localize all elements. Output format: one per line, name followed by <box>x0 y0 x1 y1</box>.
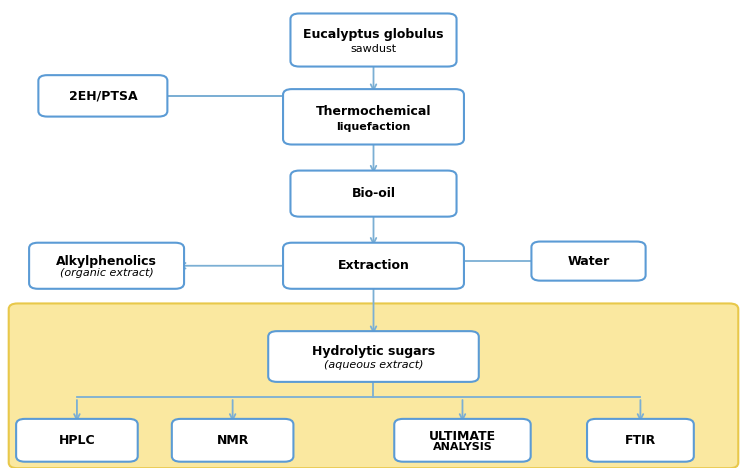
Text: FTIR: FTIR <box>624 434 656 447</box>
FancyBboxPatch shape <box>291 14 456 66</box>
FancyBboxPatch shape <box>268 331 479 382</box>
FancyBboxPatch shape <box>531 242 645 281</box>
FancyBboxPatch shape <box>16 419 137 462</box>
Text: Bio-oil: Bio-oil <box>352 187 395 200</box>
FancyBboxPatch shape <box>9 303 738 468</box>
Text: Eucalyptus globulus: Eucalyptus globulus <box>303 28 444 41</box>
FancyBboxPatch shape <box>291 171 456 217</box>
Text: (aqueous extract): (aqueous extract) <box>323 360 424 370</box>
FancyBboxPatch shape <box>38 75 167 117</box>
Text: NMR: NMR <box>217 434 249 447</box>
FancyBboxPatch shape <box>283 89 464 145</box>
Text: Hydrolytic sugars: Hydrolytic sugars <box>312 345 435 358</box>
Text: ULTIMATE: ULTIMATE <box>429 430 496 443</box>
Text: sawdust: sawdust <box>350 44 397 54</box>
FancyBboxPatch shape <box>394 419 530 462</box>
Text: HPLC: HPLC <box>58 434 95 447</box>
Text: ANALYSIS: ANALYSIS <box>433 442 492 452</box>
FancyBboxPatch shape <box>283 243 464 289</box>
FancyBboxPatch shape <box>29 243 184 289</box>
Text: (organic extract): (organic extract) <box>60 268 153 278</box>
Text: Water: Water <box>568 255 610 268</box>
FancyBboxPatch shape <box>172 419 294 462</box>
Text: Extraction: Extraction <box>338 259 409 272</box>
Text: Thermochemical: Thermochemical <box>316 105 431 118</box>
FancyBboxPatch shape <box>587 419 694 462</box>
Text: liquefaction: liquefaction <box>336 122 411 131</box>
Text: Alkylphenolics: Alkylphenolics <box>56 255 157 268</box>
Text: 2EH/PTSA: 2EH/PTSA <box>69 89 137 102</box>
